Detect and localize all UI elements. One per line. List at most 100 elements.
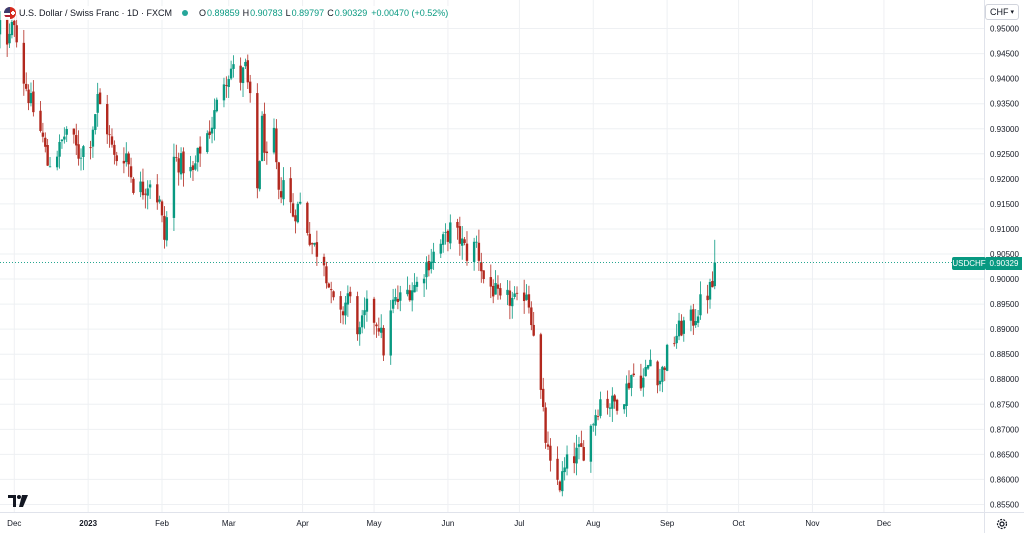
candle-body (291, 203, 295, 217)
candle-body (456, 221, 459, 228)
candle-body (156, 184, 159, 203)
candle-body (425, 262, 428, 278)
candle-body (494, 283, 497, 295)
candle-body (349, 291, 352, 297)
y-tick-label: 0.94000 (990, 75, 1019, 84)
candle-body (329, 289, 333, 291)
candle-body (198, 146, 202, 154)
candle-body (480, 262, 483, 272)
change-value: +0.00470 (+0.52%) (371, 8, 449, 18)
candle-body (41, 132, 45, 137)
gear-icon[interactable] (995, 517, 1009, 531)
candle-body (48, 166, 52, 168)
candle-body (110, 136, 114, 145)
candle-body (177, 158, 180, 173)
symbol-title[interactable]: U.S. Dollar / Swiss Franc · 1D · FXCM (19, 8, 173, 18)
candle-body (241, 67, 245, 84)
candle-body (558, 481, 562, 491)
y-tick-label: 0.92000 (990, 175, 1019, 184)
candle-body (272, 127, 276, 153)
y-tick-label: 0.90000 (990, 275, 1019, 284)
candle-body (299, 201, 302, 204)
candle-body (75, 135, 78, 146)
candle-body (394, 297, 397, 302)
candle-body (332, 291, 335, 298)
candle-body (389, 310, 392, 356)
candle-body (577, 444, 581, 447)
candle-body (308, 233, 311, 245)
candle-body (673, 343, 676, 345)
candle-body (160, 201, 164, 216)
y-tick-label: 0.93000 (990, 125, 1019, 134)
candle-body (82, 146, 85, 158)
candle-body (606, 398, 609, 408)
candle-body (356, 296, 359, 335)
last-price-symbol-tag: USDCHF (952, 257, 986, 270)
candle-body (141, 181, 145, 196)
candle-body (625, 383, 628, 406)
candle-body (627, 382, 631, 389)
candle-body (182, 151, 185, 174)
candle-body (5, 19, 9, 45)
chart-grid (0, 0, 984, 512)
candle-body (646, 365, 650, 369)
high-label: H (242, 8, 250, 18)
candle-body (458, 226, 462, 244)
candle-body (415, 281, 419, 287)
candle-body (213, 110, 216, 129)
candle-body (282, 180, 285, 200)
candle-body (608, 407, 612, 409)
x-tick-label: Dec (877, 519, 891, 528)
candle-body (106, 104, 109, 135)
candle-body (260, 115, 264, 162)
candle-body (515, 292, 519, 294)
candle-body (144, 193, 147, 195)
candle-body (139, 181, 142, 193)
candle-body (477, 242, 481, 261)
tradingview-logo-icon[interactable] (8, 495, 28, 507)
candle-body (694, 321, 697, 326)
candle-body (122, 160, 126, 164)
currency-label: CHF (990, 7, 1009, 17)
candle-body (444, 232, 447, 233)
candle-body (696, 316, 700, 323)
candle-body (246, 60, 249, 83)
y-tick-label: 0.93500 (990, 100, 1019, 109)
currency-selector-button[interactable]: CHF ▾ (985, 4, 1019, 20)
time-axis[interactable]: Dec 2023 Feb Mar Apr May Jun Jul Aug Sep Oct Nov Dec (7, 519, 891, 528)
x-tick-label: May (367, 519, 382, 528)
candle-body (432, 251, 435, 263)
candle-body (375, 324, 378, 327)
y-tick-label: 0.92500 (990, 150, 1019, 159)
candle-body (496, 284, 500, 289)
candle-body (158, 199, 161, 202)
y-tick-label: 0.87000 (990, 425, 1019, 434)
candle-body (677, 320, 681, 337)
candle-body (191, 165, 195, 171)
candle-body (656, 361, 659, 386)
candle-body (632, 373, 635, 376)
candle-body (339, 296, 342, 310)
usd-chf-flag-icon (4, 7, 16, 19)
candle-body (248, 81, 252, 94)
x-tick-label: Aug (586, 519, 600, 528)
candle-body (306, 202, 309, 233)
candle-body (25, 83, 28, 89)
candle-body (596, 416, 600, 418)
candle-body (544, 407, 547, 443)
candle-body (222, 84, 226, 101)
high-value: 0.90783 (250, 8, 283, 18)
x-tick-label: Jul (514, 519, 524, 528)
y-tick-label: 0.86000 (990, 475, 1019, 484)
y-tick-label: 0.89500 (990, 300, 1019, 309)
candle-body (263, 113, 266, 153)
price-axis[interactable]: 0.95000 0.94500 0.94000 0.93500 0.93000 0.925… (990, 25, 1019, 510)
candle-body (422, 278, 426, 284)
candle-body (13, 20, 16, 26)
candle-body (27, 89, 30, 104)
candle-body (44, 137, 47, 147)
candle-body (711, 281, 714, 288)
candle-body (327, 283, 330, 288)
